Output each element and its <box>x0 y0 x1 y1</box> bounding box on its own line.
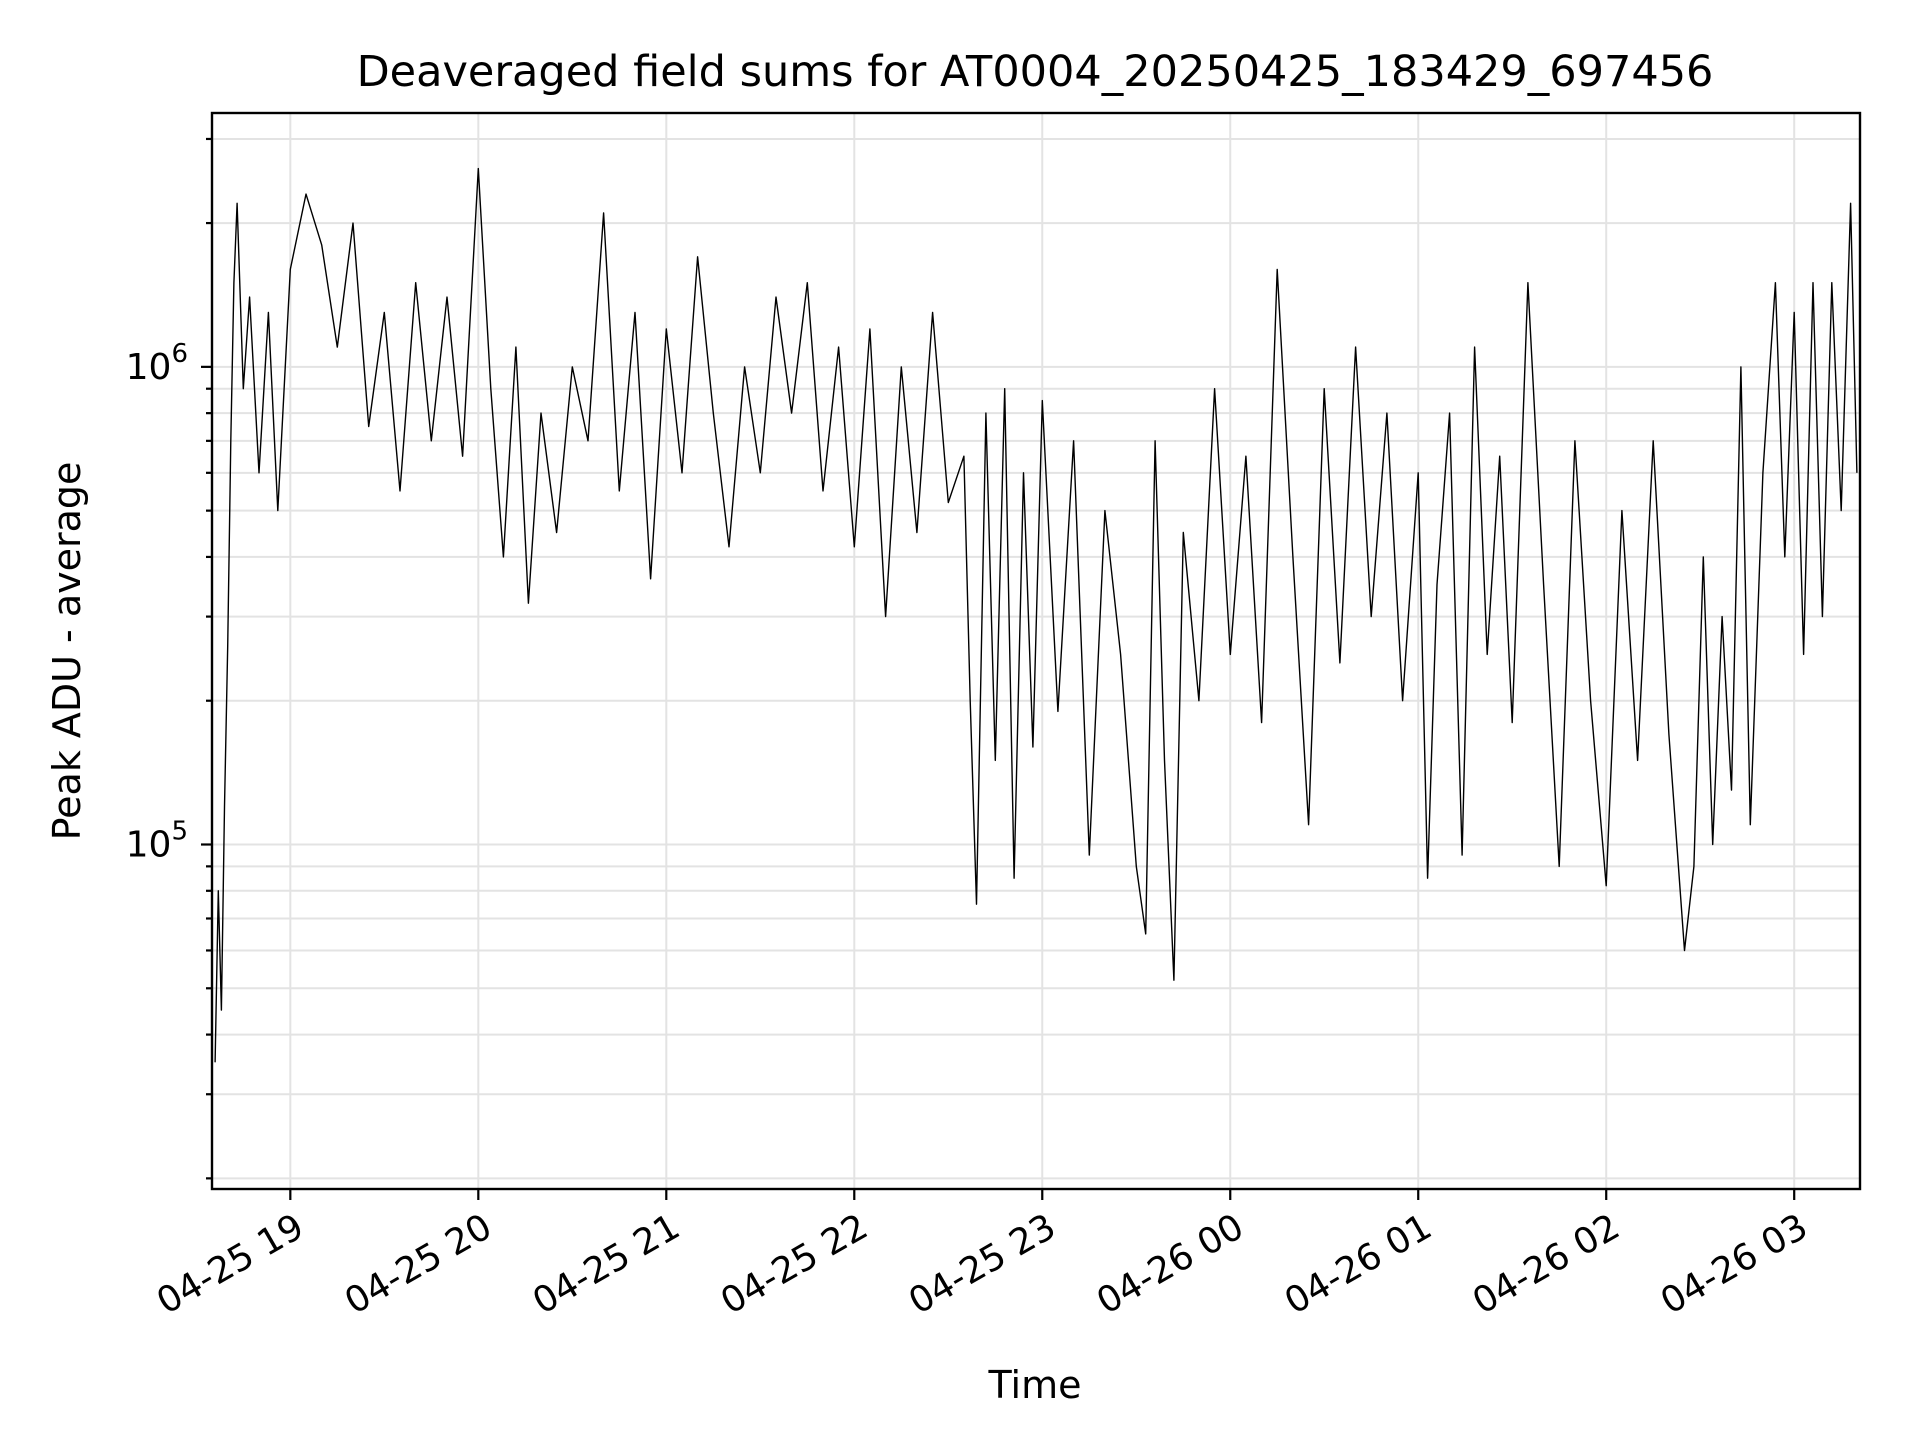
y-tick-label-exponent-0: 5 <box>171 817 188 847</box>
chart-title: Deaveraged field sums for AT0004_2025042… <box>357 47 1714 97</box>
y-tick-label-base-0: 10 <box>126 825 172 866</box>
series-layer <box>214 167 1858 1063</box>
y-tick-label-0: 105 <box>126 817 188 866</box>
y-tick-label-exponent-1: 6 <box>171 339 188 369</box>
plot-frame <box>210 111 1862 1191</box>
series-line-0 <box>214 167 1858 1063</box>
y-axis-label: Peak ADU - average <box>45 462 89 841</box>
x-axis-label: Time <box>988 1363 1082 1407</box>
y-tick-label-1: 106 <box>126 339 188 388</box>
y-tick-label-base-1: 10 <box>126 347 172 388</box>
